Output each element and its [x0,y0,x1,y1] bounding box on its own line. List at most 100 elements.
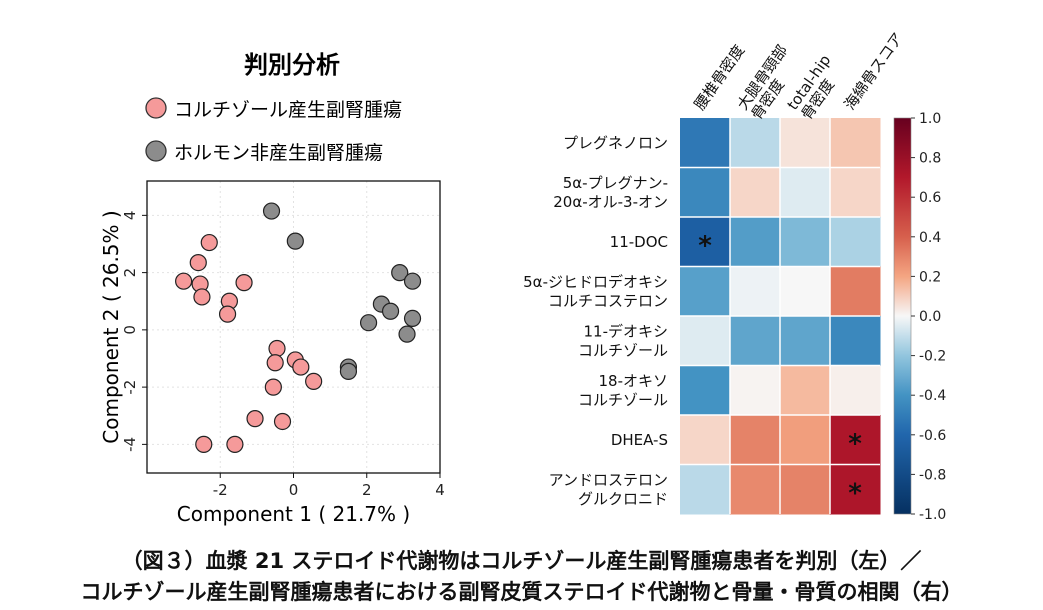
heatmap-cell [680,118,731,168]
significance-mark: * [698,231,712,261]
colorbar-tick-label: -1.0 [919,507,946,523]
scatter-point-cortisol [189,253,207,272]
heatmap-cell [830,316,881,366]
colorbar-tick-label: -0.4 [919,388,946,404]
legend-label-cortisol: コルチゾール産生副腎腫瘍 [174,99,402,121]
colorbar [893,117,912,515]
heatmap-row-label: 11-デオキシコルチゾール [578,322,668,359]
heatmap-cell [780,266,831,317]
heatmap-cell [730,415,781,465]
heatmap-cell [680,217,731,267]
colorbar-tick-label: 0.6 [919,190,941,206]
heatmap-cell [830,266,881,317]
significance-mark: * [848,429,862,459]
heatmap-cell [780,415,831,465]
heatmap-cell [780,316,831,366]
heatmap-cell [830,464,881,515]
heatmap-row-label: 18-オキソコルチゾール [578,372,668,409]
scatter-point-nonfunctioning [286,232,304,250]
heatmap-cell [680,415,731,465]
heatmap: * * * プレグネノロン 5α-プレグナン-20α-オル-3-オン 11-DOC 5α-ジ… [523,29,946,523]
x-tick-label: -2 [213,481,228,499]
colorbar-tick-label: -0.6 [919,428,946,444]
x-tick-label: 2 [362,481,372,499]
scatter-point-cortisol [266,354,284,372]
heatmap-cell [680,365,731,416]
heatmap-row-label: アンドロステロングルクロニド [549,471,668,508]
x-tick-label: 4 [435,481,445,499]
caption-line-2: コルチゾール産生副腎腫瘍患者における副腎皮質ステロイド代謝物と骨量・骨質の相関（… [80,580,963,604]
y-axis-label: Component 2 ( 26.5% ) [99,210,123,443]
heatmap-row-label: プレグネノロン [563,134,668,152]
y-tick-label: 4 [121,211,139,221]
significance-mark: * [848,478,862,508]
scatter-title: 判別分析 [244,51,340,79]
scatter-point-cortisol [218,305,237,323]
heatmap-cell [780,118,831,168]
heatmap-row-label: 11-DOC [610,233,668,251]
heatmap-column-label: 海綿骨スコア [841,29,907,113]
figure: 判別分析 コルチゾール産生副腎腫瘍 ホルモン非産生副腎腫瘍 -2 0 2 4420-2… [99,29,946,526]
heatmap-column-label: total-hip骨密度 [784,51,849,123]
heatmap-cell [830,118,881,168]
scatter-point-nonfunctioning [359,314,378,332]
heatmap-cell [680,316,731,366]
scatter-point-cortisol [175,272,193,290]
colorbar-tick-label: -0.2 [919,349,946,365]
scatter-point-cortisol [292,358,310,376]
colorbar-tick-label: -0.8 [919,467,946,483]
scatter-point-nonfunctioning [339,362,358,380]
colorbar-tick-label: 1.0 [919,111,941,127]
scatter-point-nonfunctioning [381,302,400,320]
scatter-point-nonfunctioning [398,325,416,343]
heatmap-cell [780,464,831,515]
heatmap-cell [680,266,731,317]
y-tick-label: 0 [121,325,139,335]
colorbar-tick-label: 0.4 [919,230,941,246]
heatmap-row-label: 5α-プレグナン-20α-オル-3-オン [553,174,668,211]
y-tick-label: -4 [121,437,139,452]
colorbar-tick-label: 0.0 [919,309,941,325]
scatter-point-nonfunctioning [403,309,422,328]
heatmap-cell [680,464,731,515]
caption-line-1: （図３）血漿 21 ステロイド代謝物はコルチゾール産生副腎腫瘍患者を判別（左）／ [121,549,922,573]
scatter-point-cortisol [273,412,292,431]
y-tick-label: 2 [121,268,139,278]
scatter-point-cortisol [264,378,282,396]
scatter-point-cortisol [246,410,264,428]
scatter-point-cortisol [226,435,244,453]
scatter-point-cortisol [200,233,218,252]
heatmap-row-label: 5α-ジヒドロデオキシコルチコステロン [523,273,668,310]
scatter-point-cortisol [193,288,211,306]
x-axis-label: Component 1 ( 21.7% ) [177,502,410,526]
scatter-point-cortisol [268,339,286,358]
heatmap-cell [830,167,881,218]
heatmap-cell [730,118,781,168]
heatmap-cell [730,365,781,416]
colorbar-tick-label: 0.8 [919,151,941,167]
heatmap-cell [830,415,881,465]
heatmap-cell [780,167,831,218]
legend-marker-cortisol [145,97,167,119]
scatter-point-nonfunctioning [391,264,409,282]
legend-marker-nonfunctioning [145,140,167,162]
legend-label-nonfunctioning: ホルモン非産生副腎腫瘍 [174,142,383,164]
heatmap-cell [830,365,881,416]
scatter-point-nonfunctioning [262,202,281,220]
heatmap-row-label: DHEA-S [611,431,668,449]
scatter-plot: -2 0 2 4 4 2 0 -2 -4 Component 1 ( 21.7% ) Compone… [99,180,445,526]
heatmap-cell [730,217,781,267]
x-tick-label: 0 [289,481,299,499]
colorbar-tick-label: 0.2 [919,269,941,285]
scatter-point-cortisol [235,274,253,292]
scatter-point-cortisol [305,372,323,390]
heatmap-cell [780,365,831,416]
heatmap-cell [830,217,881,267]
heatmap-cell [730,266,781,317]
scatter-point-cortisol [195,435,213,453]
heatmap-cell [730,316,781,366]
y-tick-label: -2 [121,380,139,395]
heatmap-cell [730,167,781,218]
heatmap-cell [730,464,781,515]
heatmap-cell [680,167,731,218]
